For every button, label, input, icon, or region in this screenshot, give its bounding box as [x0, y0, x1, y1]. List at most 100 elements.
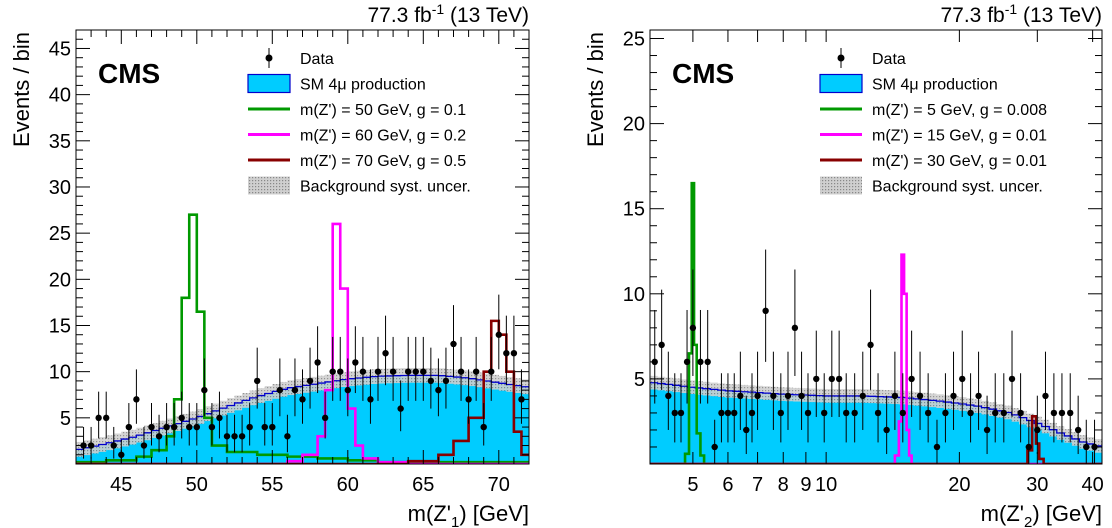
y-tick-label: 10 [623, 284, 645, 306]
data-point [992, 409, 999, 417]
data-point [924, 409, 932, 417]
x-axis-label-end: ) [GeV] [459, 501, 529, 526]
y-tick-label: 45 [49, 38, 71, 60]
x-tick-label: 6 [722, 474, 733, 496]
data-point [231, 433, 238, 440]
data-point [140, 442, 148, 449]
data-point [178, 414, 185, 422]
data-point [299, 396, 306, 403]
x-axis-label-sub: 1 [451, 514, 459, 528]
data-point [321, 414, 329, 422]
data-point [125, 423, 133, 431]
data-point [967, 409, 974, 417]
data-point [689, 324, 697, 332]
legend-label: Data [300, 51, 334, 68]
data-point [110, 442, 117, 449]
y-tick-label: 25 [623, 29, 645, 51]
x-axis-label-main: m(Z' [408, 501, 451, 526]
data-point [899, 409, 906, 417]
data-point [859, 392, 866, 400]
legend: Data SM 4μ production m(Z') = 5 GeV, g = 0… [819, 48, 1047, 196]
x-tick-label: 10 [815, 474, 837, 496]
legend-label: m(Z') = 5 GeV, g = 0.008 [872, 102, 1047, 119]
data-point [916, 392, 924, 400]
data-point [291, 386, 299, 394]
data-point [874, 409, 882, 417]
y-tick-label: 30 [49, 177, 71, 199]
data-point [791, 324, 799, 332]
data-point [488, 368, 495, 375]
data-point [718, 409, 725, 417]
lumi-label: 77.3 fb-1 (13 TeV) [940, 1, 1102, 27]
data-point [731, 409, 738, 417]
y-tick-label: 5 [60, 408, 71, 430]
data-point [1034, 426, 1041, 434]
data-point [254, 377, 261, 385]
data-point [389, 368, 397, 375]
y-tick-label: 20 [623, 114, 645, 136]
data-point [435, 386, 442, 394]
data-point [518, 396, 525, 403]
data-point [677, 409, 685, 417]
plot-frame [649, 29, 1103, 465]
cms-label: CMS [98, 58, 160, 89]
data-point [697, 358, 704, 366]
data-point [1058, 409, 1066, 417]
data-point [1091, 443, 1098, 451]
data-point [828, 375, 836, 383]
legend-swatch-uncertainty [248, 176, 290, 195]
y-tick-label: 5 [634, 369, 645, 391]
legend-label: m(Z') = 50 GeV, g = 0.1 [300, 102, 466, 119]
x-tick-label: 9 [800, 474, 811, 496]
data-point [798, 392, 805, 400]
legend-swatch-sm [819, 73, 863, 94]
data-point [1074, 426, 1082, 434]
data-point [743, 426, 750, 434]
data-point [344, 386, 351, 394]
data-point [1083, 443, 1090, 451]
data-point [851, 409, 858, 417]
data-point [457, 368, 465, 375]
legend-label: Background syst. uncer. [300, 179, 471, 196]
y-tick-label: 35 [49, 131, 71, 153]
data-point [163, 423, 170, 431]
x-axis-label-main: m(Z' [981, 501, 1024, 526]
data-point [804, 409, 812, 417]
data-point [95, 414, 102, 422]
data-point [813, 375, 820, 383]
legend-label: SM 4μ production [300, 77, 426, 94]
y-tick-label: 20 [49, 269, 71, 291]
legend-label: m(Z') = 60 GeV, g = 0.2 [300, 128, 466, 145]
data-point [671, 409, 678, 417]
legend-label: SM 4μ production [872, 77, 998, 94]
data-point [405, 368, 412, 375]
data-point [216, 414, 223, 422]
lumi-value: 77.3 fb [367, 4, 431, 27]
x-tick-label: 70 [488, 474, 510, 496]
x-axis-label-sub: 2 [1024, 514, 1032, 528]
y-tick-label: 10 [49, 362, 71, 384]
lumi-label: 77.3 fb-1 (13 TeV) [367, 1, 529, 27]
data-point [1000, 409, 1008, 417]
data-point [480, 423, 487, 431]
data-point [155, 433, 163, 440]
x-tick-label: 30 [1026, 474, 1048, 496]
data-point [975, 392, 982, 400]
legend-label: Background syst. uncer. [872, 179, 1043, 196]
data-point [510, 349, 518, 357]
data-point [835, 375, 843, 383]
data-point [503, 349, 510, 357]
data-point [367, 396, 374, 403]
x-tick-label: 5 [687, 474, 698, 496]
data-point [704, 358, 711, 366]
data-point [1067, 409, 1074, 417]
data-point [170, 423, 178, 431]
data-point [942, 409, 949, 417]
data-point [201, 386, 208, 394]
y-tick-label: 15 [49, 315, 71, 337]
data-point [450, 340, 457, 348]
data-point [891, 392, 899, 400]
data-point [374, 368, 382, 375]
